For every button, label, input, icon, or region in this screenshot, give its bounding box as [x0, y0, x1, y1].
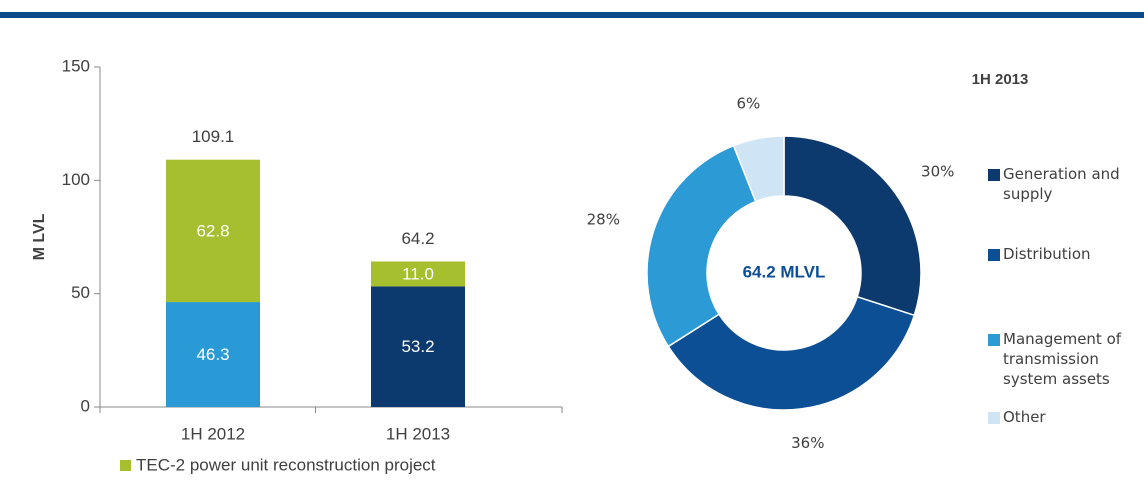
- x-tick-label: 1H 2013: [386, 424, 450, 443]
- center-label: 64.2 MLVL: [743, 262, 826, 281]
- legend-swatch: [988, 249, 1000, 261]
- legend-label: TEC-2 power unit reconstruction project: [136, 455, 436, 474]
- y-tick-label: 0: [81, 396, 90, 415]
- bar-segment: [371, 286, 465, 407]
- y-tick-label: 50: [71, 283, 90, 302]
- legend-swatch: [988, 412, 1000, 424]
- x-tick-label: 1H 2012: [181, 424, 245, 443]
- slice-label: 36%: [791, 434, 824, 452]
- bar-segment: [371, 261, 465, 287]
- slice-label: 30%: [921, 162, 954, 180]
- bar-segment: [166, 302, 260, 407]
- bar-total-label: 109.1: [192, 127, 235, 146]
- y-tick-label: 150: [62, 56, 90, 75]
- legend-label: Distribution: [1003, 245, 1091, 263]
- donut-slice: [667, 295, 916, 411]
- bar-total-label: 64.2: [401, 229, 434, 248]
- legend-swatch: [988, 169, 1000, 181]
- legend-label: Generation and supply: [1003, 165, 1120, 203]
- donut-slice: [783, 135, 922, 317]
- donut-slice: [646, 144, 757, 348]
- legend-label: Management of transmission system assets: [1003, 330, 1122, 388]
- donut-slice: [732, 135, 785, 203]
- bar-value-label: 46.3: [196, 345, 229, 364]
- y-tick-label: 100: [62, 170, 90, 189]
- slice-label: 28%: [587, 210, 620, 228]
- bar-value-label: 53.2: [401, 337, 434, 356]
- legend-swatch: [120, 460, 131, 471]
- legend-swatch: [988, 334, 1000, 346]
- bar-value-label: 62.8: [196, 221, 229, 240]
- header-band: [0, 12, 1144, 18]
- legend-label: Other: [1003, 408, 1046, 426]
- slice-label: 6%: [736, 95, 760, 113]
- pie-title: 1H 2013: [972, 71, 1029, 88]
- bar-segment: [166, 159, 260, 303]
- bar-value-label: 11.0: [402, 264, 434, 283]
- y-axis-label: M LVL: [31, 213, 48, 260]
